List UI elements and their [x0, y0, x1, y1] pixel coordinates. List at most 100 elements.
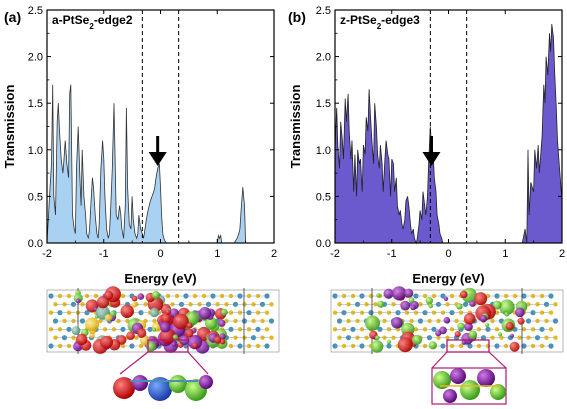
orbital-lobe	[374, 335, 380, 341]
orbital-lobe	[410, 304, 417, 311]
orbital-lobe	[454, 331, 461, 338]
highlight-box	[446, 339, 490, 353]
orbital-lobe	[377, 300, 385, 308]
orbital-lobe	[371, 340, 384, 353]
zoom-line-left	[431, 351, 448, 369]
orbital-lobe	[213, 336, 222, 344]
x-tick-label: 1	[214, 248, 220, 260]
series-line	[334, 23, 563, 245]
series-area	[335, 24, 562, 243]
orbital-lobe	[131, 295, 138, 302]
orbital-lobe	[85, 317, 100, 332]
orbital-lobe	[484, 322, 490, 328]
orbital-lobe	[219, 333, 226, 340]
orbital-lobe	[160, 321, 171, 333]
orbital-lobe	[152, 327, 157, 332]
y-tick-label: 0.5	[316, 191, 331, 203]
structure-image-b	[330, 286, 564, 405]
zoom-orbital	[460, 380, 480, 400]
orbital-lobe	[408, 297, 415, 304]
x-axis-label: Energy (eV)	[412, 271, 484, 286]
arrow-head	[422, 152, 441, 166]
orbital-lobe	[220, 308, 228, 316]
y-tick-label: 2.0	[316, 52, 331, 64]
zoom-orbital	[169, 375, 187, 393]
orbital-lobe	[198, 307, 212, 320]
series-area	[47, 84, 246, 243]
x-tick-label: 2	[559, 248, 565, 260]
orbital-lobe	[171, 342, 177, 347]
orbital-lobe	[161, 313, 172, 324]
orbital-lobe	[71, 326, 81, 336]
y-tick-label: 0.0	[28, 238, 43, 250]
y-tick-label: 0.0	[316, 238, 331, 250]
orbital-lobe	[109, 310, 117, 318]
se-atom	[548, 310, 554, 315]
orbital-lobe	[120, 304, 134, 318]
zoom-line-right	[488, 351, 507, 369]
orbital-lobe	[428, 303, 433, 309]
orbital-lobe	[165, 309, 171, 315]
orbital-lobe	[386, 339, 391, 345]
zoom-orbital	[113, 377, 135, 399]
panel-label: (b)	[288, 9, 306, 25]
se-atom	[269, 302, 274, 307]
orbital-lobe	[149, 307, 160, 318]
x-tick-label: 2	[271, 248, 277, 260]
orbital-lobe	[468, 330, 478, 340]
orbital-lobe	[404, 288, 414, 298]
orbital-lobe	[376, 293, 381, 298]
orbital-lobe	[428, 341, 437, 350]
orbital-lobe	[218, 319, 226, 327]
y-tick-label: 1.0	[28, 145, 43, 157]
zoom-line-left	[119, 351, 149, 375]
orbital-lobe	[392, 286, 407, 301]
se-atom	[548, 327, 554, 332]
pt-atom	[548, 293, 554, 299]
orbital-lobe	[435, 330, 442, 337]
orbital-lobe	[96, 296, 110, 309]
zoom-orbital	[433, 371, 451, 389]
y-tick-label: 2.5	[316, 5, 331, 17]
orbital-lobe	[411, 334, 422, 345]
y-tick-label: 1.5	[28, 98, 43, 110]
orbital-lobe	[515, 307, 525, 318]
orbital-lobe	[479, 314, 488, 323]
orbital-lobe	[137, 293, 145, 300]
x-tick-label: -1	[387, 248, 397, 260]
orbital-lobe	[505, 322, 514, 331]
orbital-lobe	[499, 299, 515, 315]
orbital-lobe	[364, 315, 381, 331]
orbital-lobe	[172, 334, 179, 340]
chart-title: a-PtSe2-edge2	[52, 13, 133, 31]
orbital-lobe	[461, 340, 467, 345]
orbital-lobe	[391, 317, 403, 329]
chart-title: z-PtSe2-edge3	[340, 13, 420, 31]
x-tick-label: 0	[157, 248, 163, 260]
panel-a: -2 -1 0 1 2 0.0 0.5 1.0 1.5 2.0 2.5 Energy (eV) Tran…	[2, 5, 277, 286]
orbital-lobe	[425, 297, 433, 305]
y-axis-label: Transmission	[288, 85, 303, 169]
orbital-lobe	[75, 298, 81, 304]
zoom-orbital	[490, 384, 506, 400]
orbital-lobe	[443, 296, 449, 301]
se-atom	[269, 335, 274, 340]
orbital-lobe	[460, 290, 468, 299]
orbital-lobe	[104, 314, 113, 322]
orbital-lobe	[188, 335, 203, 350]
orbital-lobe	[456, 303, 463, 310]
x-tick-label: -2	[42, 248, 52, 260]
y-axis-label: Transmission	[2, 85, 17, 169]
orbital-lobe	[89, 333, 95, 339]
x-tick-label: 1	[502, 248, 508, 260]
orbital-lobe	[457, 322, 465, 330]
zoom-orbital	[199, 375, 213, 389]
zoom-orbital	[132, 375, 148, 391]
orbital-lobe	[205, 317, 218, 330]
orbital-lobe	[464, 312, 476, 325]
zoom-orbital	[443, 389, 457, 403]
orbital-lobe	[509, 341, 520, 352]
orbital-lobe	[469, 300, 476, 307]
structure-image-a	[46, 286, 280, 401]
